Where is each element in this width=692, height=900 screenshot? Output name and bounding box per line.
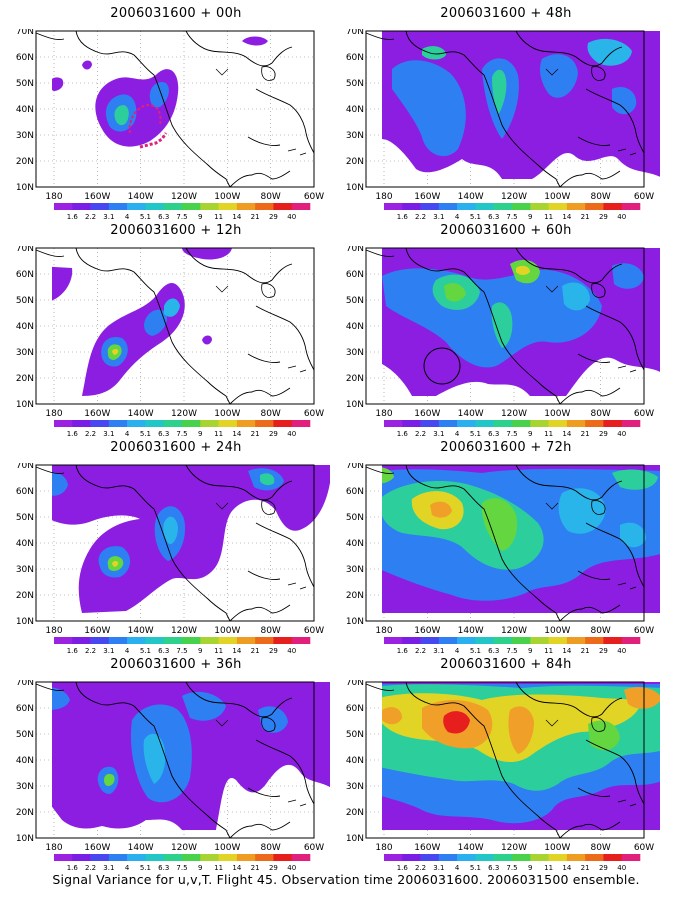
panel-60h: 2006031600 + 60h: [346, 223, 686, 438]
variance-field: [382, 465, 660, 613]
variance-field: [52, 36, 268, 147]
panel-36h: 2006031600 + 36h: [16, 657, 356, 872]
colorbar: [54, 203, 311, 221]
figure-caption: Signal Variance for u,v,T. Flight 45. Ob…: [52, 872, 640, 887]
variance-field: [52, 465, 330, 613]
panel-title: 2006031600 + 12h: [110, 223, 242, 238]
panel-title: 2006031600 + 60h: [440, 223, 572, 238]
variance-field: [52, 248, 232, 396]
map-plot: [16, 29, 325, 203]
panel-title: 2006031600 + 72h: [440, 440, 572, 455]
colorbar: [54, 854, 311, 872]
panel-12h: 2006031600 + 12h: [16, 223, 356, 438]
panel-00h: 2006031600 + 00h: [16, 6, 356, 221]
map-plot: [346, 246, 660, 420]
observation-track: [128, 103, 168, 149]
colorbar: [54, 637, 311, 655]
map-plot: [16, 463, 330, 637]
panel-24h: 2006031600 + 24h: [16, 440, 356, 655]
panel-48h: 2006031600 + 48h: [346, 6, 686, 221]
colorbar: [384, 854, 641, 872]
map-plot: [346, 680, 660, 854]
variance-field: [52, 682, 330, 830]
colorbar: [384, 203, 641, 221]
panel-title: 2006031600 + 84h: [440, 657, 572, 672]
map-plot: [16, 680, 330, 854]
colorbar: [384, 637, 641, 655]
panel-title: 2006031600 + 00h: [110, 6, 242, 21]
panel-84h: 2006031600 + 84h: [346, 657, 686, 872]
map-plot: [346, 463, 660, 637]
map-plot: [346, 29, 660, 203]
variance-field: [382, 248, 660, 396]
colorbar: [384, 420, 641, 438]
panel-72h: 2006031600 + 72h: [346, 440, 686, 655]
panel-title: 2006031600 + 24h: [110, 440, 242, 455]
colorbar: [54, 420, 311, 438]
variance-field: [382, 682, 660, 830]
panel-title: 2006031600 + 36h: [110, 657, 242, 672]
variance-field: [382, 31, 660, 179]
map-plot: [16, 246, 325, 420]
panel-title: 2006031600 + 48h: [440, 6, 572, 21]
target-circle: [423, 347, 461, 385]
